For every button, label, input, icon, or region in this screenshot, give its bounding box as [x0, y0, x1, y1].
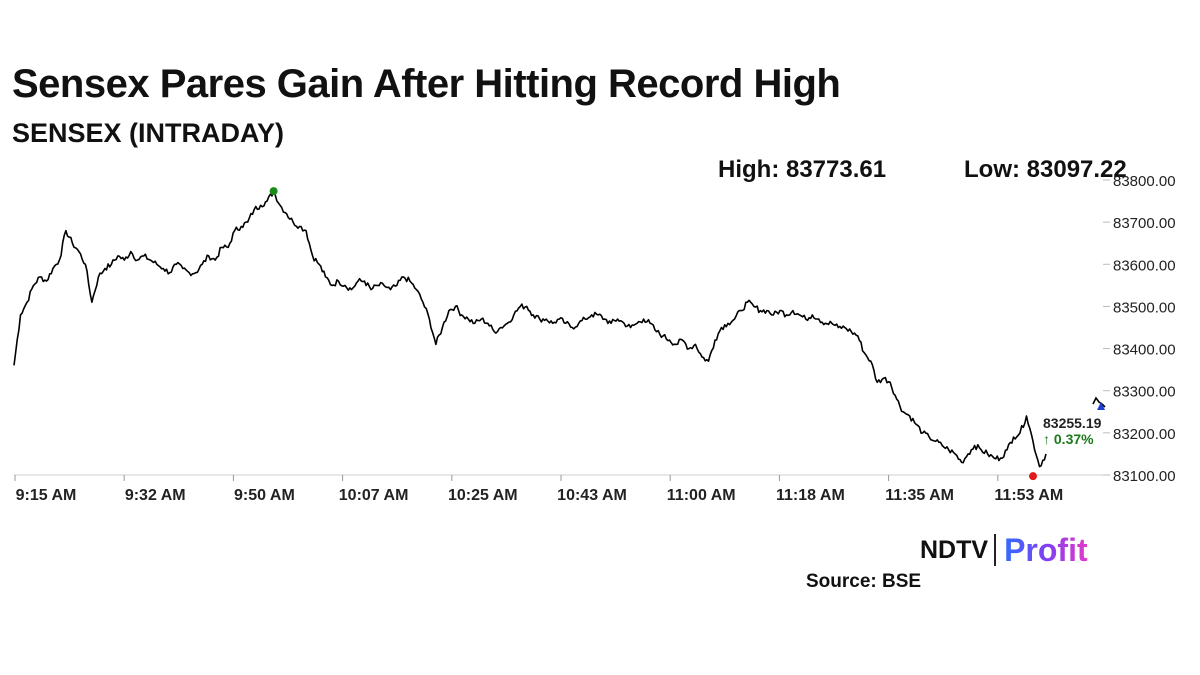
high-stat: High: 83773.61 — [718, 156, 887, 183]
x-tick-label: 10:25 AM — [448, 487, 518, 504]
sensex-line — [13, 190, 1047, 468]
x-tick-label: 9:15 AM — [16, 487, 77, 504]
y-tick-label: 83100.00 — [1113, 468, 1176, 485]
low-stat: Low: 83097.22 — [964, 156, 1127, 183]
x-tick-label: 9:32 AM — [125, 487, 186, 504]
y-tick-label: 83500.00 — [1113, 299, 1176, 316]
y-tick-label: 83800.00 — [1113, 173, 1176, 190]
ndtv-profit-logo: NDTV Profit — [920, 532, 1088, 568]
chart-plot-area: 9:15 AM 9:32 AM 9:50 AM 10:07 AM 10:25 AM 10:… — [13, 173, 1176, 504]
x-tick-label: 11:18 AM — [776, 487, 845, 504]
x-tick-label: 11:35 AM — [885, 487, 954, 504]
x-tick-label: 11:53 AM — [994, 487, 1063, 504]
x-tick-label: 11:00 AM — [667, 487, 736, 504]
x-tick-label: 10:43 AM — [557, 487, 627, 504]
y-tick-label: 83600.00 — [1113, 257, 1176, 274]
y-tick-label: 83200.00 — [1113, 426, 1176, 443]
last-tail — [1092, 396, 1106, 408]
x-tick-label: 10:07 AM — [339, 487, 409, 504]
logo-ndtv-text: NDTV — [920, 535, 989, 564]
logo-divider — [994, 534, 997, 566]
last-price-label: 83255.19 — [1043, 415, 1102, 431]
source-note: Source: BSE — [806, 571, 922, 592]
chart-subtitle: SENSEX (INTRADAY) — [12, 118, 285, 148]
low-marker — [1029, 472, 1037, 481]
last-change-label: ↑ 0.37% — [1043, 431, 1094, 447]
y-tick-label: 83400.00 — [1113, 342, 1176, 359]
x-tick-label: 9:50 AM — [234, 487, 295, 504]
logo-profit-text: Profit — [1004, 531, 1088, 568]
y-tick-label: 83700.00 — [1113, 215, 1176, 232]
y-tick-label: 83300.00 — [1113, 384, 1176, 401]
page-title: Sensex Pares Gain After Hitting Record H… — [12, 62, 841, 106]
last-marker — [1097, 402, 1105, 410]
high-marker — [269, 187, 278, 196]
